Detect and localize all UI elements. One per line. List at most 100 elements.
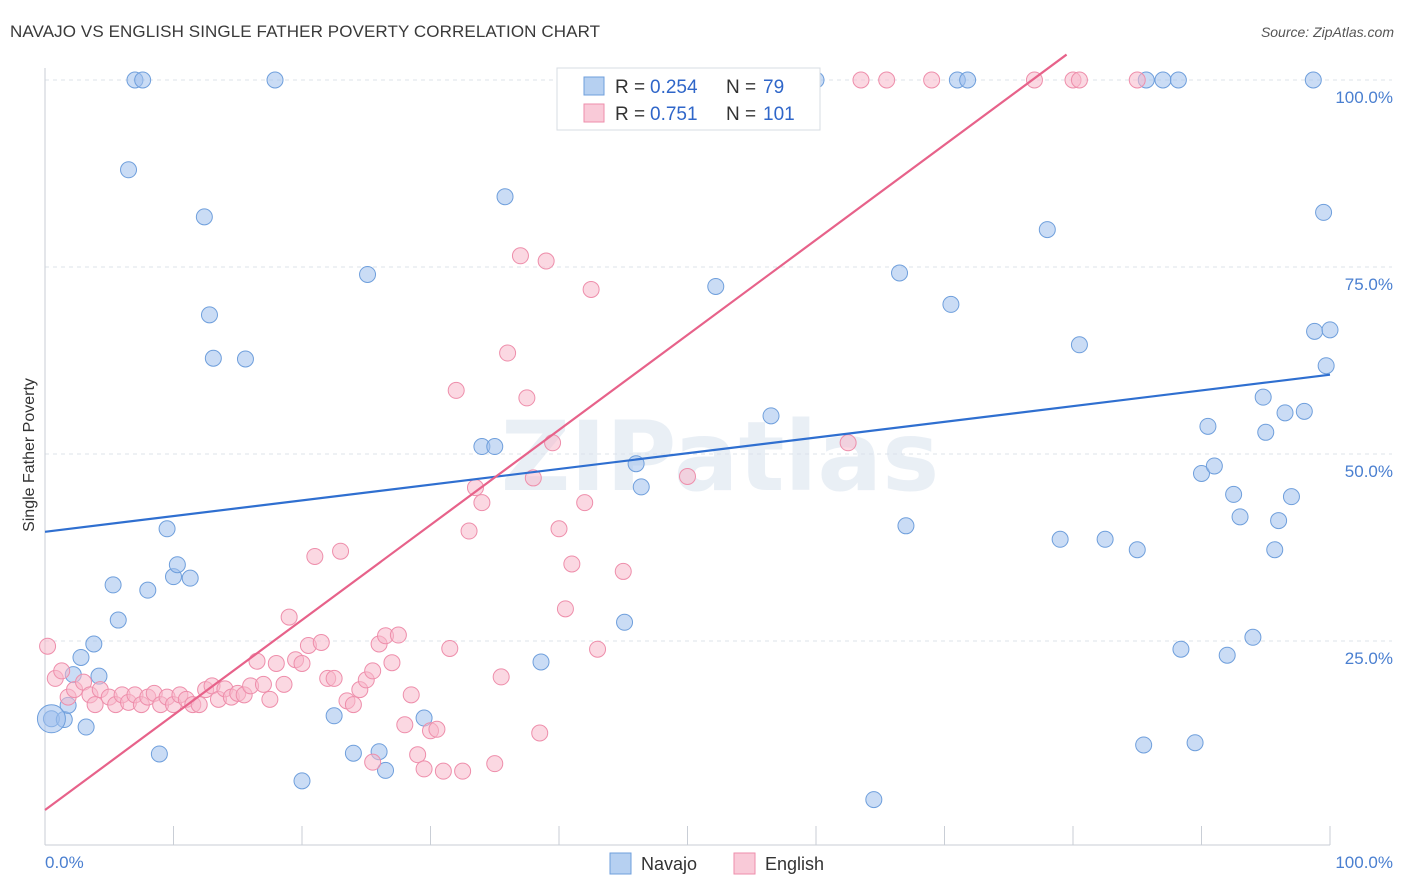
navajo-point	[1172, 640, 1190, 658]
navajo-point	[1254, 388, 1272, 406]
navajo-point	[36, 704, 66, 734]
navajo-point	[1051, 530, 1069, 548]
english-point	[473, 494, 491, 512]
english-point	[878, 71, 896, 89]
english-point	[582, 280, 600, 298]
correlation-legend: R = 0.254 N = 79 R = 0.751 N = 101	[556, 67, 821, 131]
navajo-point	[200, 306, 218, 324]
navajo-point	[1257, 423, 1275, 441]
english-point	[679, 467, 696, 485]
navajo-point	[1186, 734, 1204, 752]
navajo-point	[236, 350, 254, 368]
english-point	[550, 520, 568, 538]
english-point	[415, 760, 433, 778]
english-point	[434, 762, 452, 780]
navajo-point	[77, 718, 95, 736]
english-point	[267, 654, 285, 672]
english-point	[312, 633, 330, 651]
navajo-point	[1317, 357, 1335, 375]
english-point	[923, 71, 941, 89]
english-point	[409, 746, 427, 764]
y-tick-label: 50.0%	[1345, 462, 1393, 481]
navajo-point	[959, 71, 977, 89]
navajo-point	[1199, 417, 1217, 435]
navajo-point	[134, 71, 152, 89]
english-legend-label: English	[765, 854, 824, 874]
navajo-point	[1205, 457, 1223, 475]
english-point	[261, 690, 279, 708]
english-point	[537, 252, 555, 270]
navajo-point	[486, 438, 504, 456]
x-tick-label: 0.0%	[45, 853, 84, 872]
legend-n-value: 79	[763, 77, 784, 98]
navajo-point	[377, 761, 395, 779]
navajo-point	[1154, 71, 1172, 89]
english-point	[389, 626, 407, 644]
english-point	[344, 696, 362, 714]
legend-r-value: 0.254	[650, 77, 698, 98]
english-point	[852, 71, 870, 89]
navajo-point	[293, 772, 311, 790]
navajo-point	[942, 295, 960, 313]
english-point	[293, 654, 311, 672]
navajo-point	[1038, 221, 1056, 239]
english-point	[396, 716, 414, 734]
navajo-point	[1231, 508, 1249, 526]
navajo-point	[158, 520, 176, 538]
legend-r-value: 0.751	[650, 104, 698, 125]
navajo-legend-label: Navajo	[641, 854, 697, 874]
english-point	[499, 344, 517, 362]
navajo-legend-swatch	[583, 76, 605, 96]
english-point	[454, 762, 472, 780]
navajo-point	[1070, 336, 1088, 354]
legend-r-label: R =	[615, 77, 645, 98]
navajo-point	[150, 745, 168, 763]
navajo-point	[897, 517, 915, 535]
x-tick-label: 100.0%	[1335, 853, 1393, 872]
source-credit: Source: ZipAtlas.com	[1260, 24, 1394, 40]
english-point	[402, 686, 420, 704]
navajo-point	[1266, 541, 1284, 559]
navajo-point	[1225, 485, 1243, 503]
english-point	[364, 662, 382, 680]
english-point	[511, 247, 529, 265]
english-point	[332, 542, 350, 560]
navajo-point	[891, 264, 909, 282]
english-point	[486, 755, 504, 773]
english-point	[383, 654, 401, 672]
english-point	[589, 640, 607, 658]
navajo-point	[344, 744, 362, 762]
y-axis-label: Single Father Poverty	[21, 378, 38, 532]
english-point	[1128, 71, 1146, 89]
watermark: ZIPatlas	[501, 401, 940, 513]
y-tick-label: 100.0%	[1335, 88, 1393, 107]
english-point	[544, 434, 562, 452]
english-point	[524, 469, 542, 487]
english-point	[53, 662, 71, 680]
navajo-point	[1135, 736, 1153, 754]
navajo-point	[72, 648, 90, 666]
navajo-point	[865, 791, 883, 809]
navajo-point	[1096, 530, 1114, 548]
english-legend-swatch	[583, 103, 605, 123]
english-point	[556, 600, 574, 618]
english-point	[86, 696, 104, 714]
navajo-point	[181, 569, 199, 587]
navajo-legend-swatch	[609, 852, 632, 875]
navajo-point	[139, 581, 157, 599]
english-legend-swatch	[733, 852, 756, 875]
navajo-point	[1276, 404, 1294, 422]
navajo-point	[1315, 203, 1333, 221]
navajo-point	[496, 188, 514, 206]
navajo-point	[325, 707, 343, 725]
english-point	[364, 753, 382, 771]
navajo-point	[204, 349, 222, 367]
english-point	[248, 652, 266, 670]
navajo-point	[1193, 464, 1210, 482]
english-point	[1070, 71, 1088, 89]
navajo-point	[1218, 646, 1236, 664]
y-tick-label: 75.0%	[1345, 275, 1393, 294]
trend-lines	[44, 53, 1331, 811]
navajo-point	[1304, 71, 1322, 89]
